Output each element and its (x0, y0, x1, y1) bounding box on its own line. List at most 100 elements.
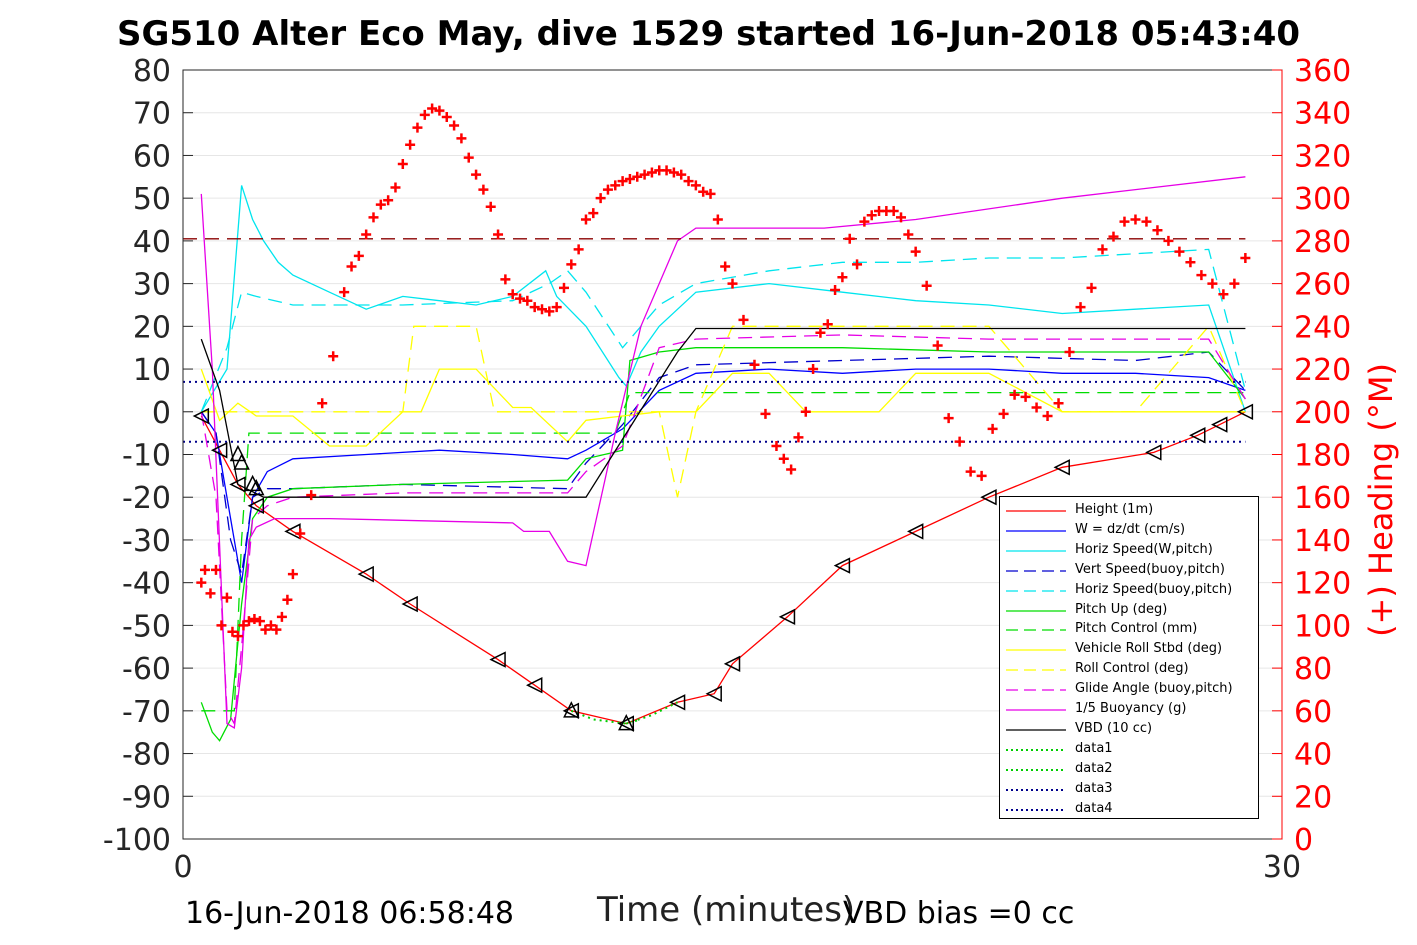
heading-marker (998, 408, 1009, 419)
right-tick-label: 360 (1294, 54, 1351, 89)
x-axis-label: Time (minutes) (597, 890, 856, 930)
heading-marker (771, 440, 782, 451)
right-tick-label: 300 (1294, 182, 1351, 217)
right-tick-label: 60 (1294, 695, 1332, 730)
legend-label: Roll Control (deg) (1075, 661, 1189, 677)
legend-item: Glide Angle (buoy,pitch) (1000, 680, 1258, 700)
heading-marker (566, 259, 577, 270)
turn-marker (618, 713, 635, 731)
heading-marker (837, 272, 848, 283)
left-tick-label: 60 (133, 139, 171, 174)
heading-marker (287, 569, 298, 580)
legend: Height (1m) W = dz/dt (cm/s) Horiz Speed(W… (999, 496, 1259, 819)
heading-marker (921, 280, 932, 291)
height-marker (1211, 416, 1228, 433)
heading-marker (522, 295, 533, 306)
heading-marker (507, 289, 518, 300)
heading-marker (558, 282, 569, 293)
left-tick-label: -50 (122, 609, 171, 644)
right-tick-label: 280 (1294, 225, 1351, 260)
heading-marker (683, 176, 694, 187)
right-tick-label: 240 (1294, 310, 1351, 345)
heading-marker (661, 165, 672, 176)
heading-marker (390, 182, 401, 193)
heading-marker (221, 592, 232, 603)
heading-marker (485, 201, 496, 212)
right-tick-label: 20 (1294, 780, 1332, 815)
heading-marker (1218, 289, 1229, 300)
heading-marker (306, 490, 317, 501)
heading-marker (1152, 225, 1163, 236)
legend-label: Pitch Up (deg) (1075, 601, 1168, 617)
left-tick-label: 80 (133, 54, 171, 89)
legend-swatch (1006, 689, 1066, 691)
heading-marker (987, 423, 998, 434)
legend-label: Horiz Speed(W,pitch) (1075, 541, 1213, 557)
height-marker (562, 702, 580, 720)
heading-marker (339, 287, 350, 298)
heading-marker (976, 470, 987, 481)
height-marker (401, 595, 418, 613)
series-line (200, 351, 1246, 575)
legend-item: data1 (1000, 740, 1258, 760)
right-tick-label: 200 (1294, 396, 1351, 431)
legend-swatch (1006, 649, 1066, 651)
right-y-axis-label: (+) Heading (°M) (1362, 363, 1400, 637)
vbd-bias-label: VBD bias =0 cc (843, 896, 1075, 931)
left-tick-label: 50 (133, 182, 171, 217)
heading-marker (346, 261, 357, 272)
height-marker (1145, 444, 1162, 461)
heading-marker (449, 120, 460, 131)
heading-marker (471, 169, 482, 180)
left-tick-label: 10 (133, 353, 171, 388)
heading-markers (196, 103, 1251, 642)
legend-item: data2 (1000, 760, 1258, 780)
legend-label: data2 (1075, 760, 1113, 776)
heading-marker (595, 193, 606, 204)
left-tick-label: -100 (103, 823, 171, 858)
heading-marker (328, 351, 339, 362)
legend-label: W = dz/dt (cm/s) (1075, 521, 1186, 537)
heading-marker (1086, 282, 1097, 293)
heading-marker (852, 259, 863, 270)
heading-marker (712, 214, 723, 225)
heading-marker (793, 432, 804, 443)
heading-marker (580, 214, 591, 225)
heading-marker (419, 109, 430, 120)
heading-marker (227, 626, 238, 637)
legend-label: Pitch Control (mm) (1075, 621, 1198, 637)
x-tick-label: 30 (1263, 850, 1301, 885)
heading-marker (205, 588, 216, 599)
left-tick-label: 0 (152, 396, 171, 431)
heading-marker (749, 359, 760, 370)
heading-marker (1196, 270, 1207, 281)
legend-item: data3 (1000, 780, 1258, 800)
heading-marker (705, 188, 716, 199)
series-line (200, 347, 1246, 742)
height-marker (906, 523, 924, 540)
heading-marker (676, 169, 687, 180)
heading-marker (276, 611, 287, 622)
heading-marker (1097, 244, 1108, 255)
legend-item: Height (1m) (1000, 501, 1258, 521)
legend-swatch (1006, 530, 1066, 532)
legend-label: Height (1m) (1075, 502, 1154, 517)
legend-swatch (1006, 609, 1066, 612)
turn-marker (233, 453, 250, 470)
right-tick-label: 140 (1294, 524, 1351, 559)
height-marker (668, 694, 686, 711)
heading-marker (808, 364, 819, 375)
heading-marker (1229, 278, 1240, 289)
legend-swatch (1006, 669, 1066, 671)
legend-label: data4 (1075, 800, 1113, 816)
left-tick-label: -60 (122, 652, 171, 687)
heading-marker (588, 208, 599, 219)
heading-marker (727, 278, 738, 289)
heading-marker (456, 133, 467, 144)
legend-label: Glide Angle (buoy,pitch) (1075, 681, 1233, 697)
heading-marker (610, 180, 621, 191)
heading-marker (478, 184, 489, 195)
legend-item: VBD (10 cc) (1000, 720, 1258, 740)
height-marker (980, 489, 997, 506)
heading-marker (1031, 402, 1042, 413)
